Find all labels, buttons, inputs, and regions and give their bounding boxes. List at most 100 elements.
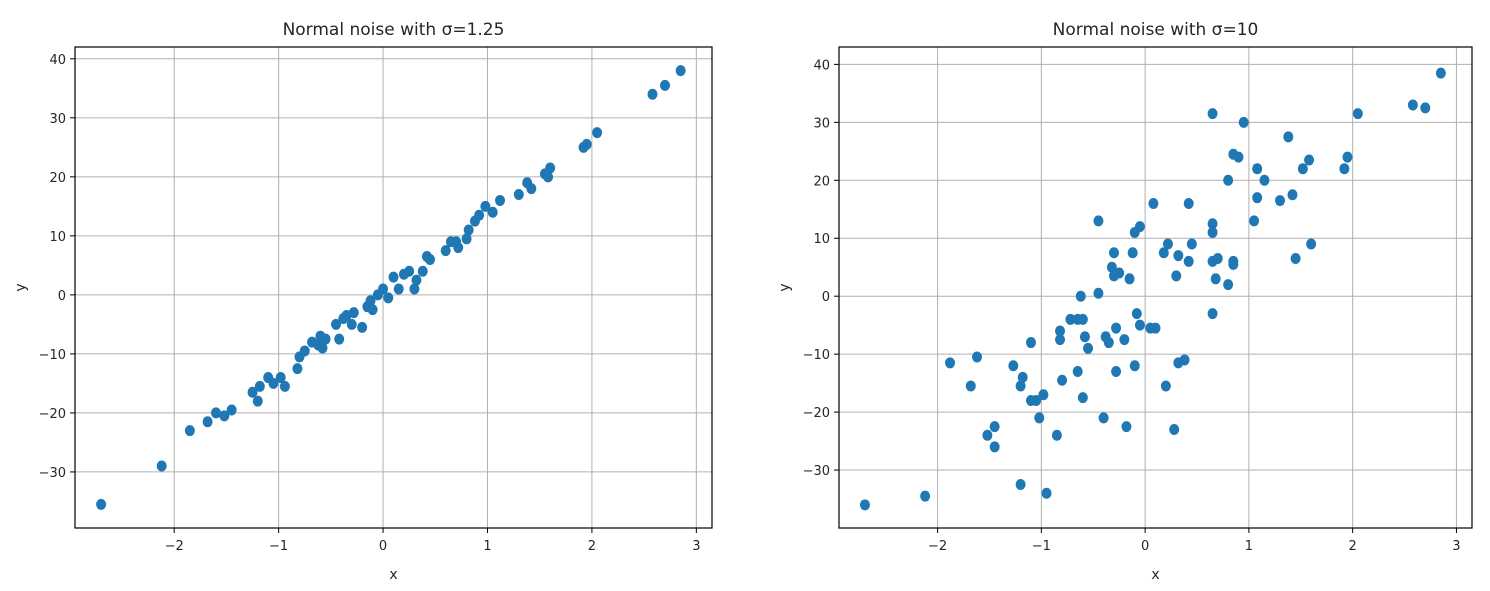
scatter-point	[1183, 197, 1194, 209]
scatter-point	[513, 189, 524, 201]
scatter-point	[1186, 238, 1197, 250]
scatter-point	[1127, 247, 1138, 259]
scatter-point	[487, 206, 498, 218]
scatter-point	[1287, 189, 1298, 201]
scatter-point	[254, 380, 265, 392]
scatter-point	[1207, 226, 1218, 238]
scatter-point	[1111, 322, 1122, 334]
scatter-point	[1015, 479, 1026, 491]
scatter-point	[1207, 108, 1218, 120]
scatter-point	[1420, 102, 1431, 114]
scatter-point	[378, 283, 389, 295]
scatter-point	[346, 318, 357, 330]
y-axis-label: y	[777, 283, 793, 291]
scatter-point	[279, 380, 290, 392]
x-tick-label: 0	[379, 539, 387, 554]
scatter-point	[1008, 360, 1019, 372]
scatter-point	[1223, 279, 1234, 291]
scatter-point	[409, 283, 420, 295]
scatter-point	[1207, 218, 1218, 230]
scatter-point	[1134, 221, 1145, 233]
y-axis-label: y	[13, 283, 29, 291]
scatter-point	[96, 498, 107, 510]
y-tick-label: 20	[49, 171, 66, 186]
scatter-point	[1304, 154, 1315, 166]
scatter-point	[1275, 195, 1286, 207]
scatter-point	[417, 265, 428, 277]
scatter-point	[1106, 261, 1117, 273]
scatter-point	[982, 429, 993, 441]
scatter-point	[1162, 238, 1173, 250]
y-tick-label: 30	[813, 116, 830, 131]
scatter-point	[320, 333, 331, 345]
y-tick-label: 0	[58, 289, 66, 304]
scatter-point	[495, 194, 506, 206]
scatter-point	[1249, 215, 1260, 227]
x-tick-label: −1	[269, 539, 288, 554]
scatter-point	[388, 271, 399, 283]
scatter-point	[367, 304, 378, 316]
y-tick-label: −30	[39, 466, 66, 481]
scatter-point	[1111, 366, 1122, 378]
scatter-point	[1158, 247, 1169, 259]
scatter-point	[461, 233, 472, 245]
scatter-point	[1057, 374, 1068, 386]
scatter-point	[1150, 322, 1161, 334]
scatter-point	[660, 79, 671, 91]
scatter-point	[383, 292, 394, 304]
scatter-point	[1038, 389, 1049, 401]
scatter-point	[581, 138, 592, 150]
scatter-point	[1223, 174, 1234, 186]
scatter-point	[1352, 108, 1363, 120]
x-tick-label: 2	[588, 539, 596, 554]
scatter-point	[202, 416, 213, 428]
scatter-point	[1017, 371, 1028, 383]
scatter-point	[425, 253, 436, 265]
scatter-point	[1339, 163, 1350, 175]
scatter-point	[453, 242, 464, 254]
scatter-point	[1098, 412, 1109, 424]
y-tick-label: −30	[803, 464, 830, 479]
scatter-point	[1171, 270, 1182, 282]
scatter-point	[365, 295, 376, 307]
scatter-point	[1075, 290, 1086, 302]
scatter-point	[1283, 131, 1294, 143]
scatter-point	[1183, 255, 1194, 267]
chart-title: Normal noise with σ=10	[1053, 20, 1259, 40]
scatter-point	[393, 283, 404, 295]
scatter-point	[647, 88, 658, 100]
scatter-point	[1093, 215, 1104, 227]
y-tick-label: −20	[39, 407, 66, 422]
scatter-point	[247, 386, 258, 398]
scatter-point	[1210, 273, 1221, 285]
scatter-point	[1103, 337, 1114, 349]
scatter-point	[545, 162, 556, 174]
y-tick-label: −20	[803, 406, 830, 421]
scatter-point	[1051, 429, 1062, 441]
scatter-point	[1160, 380, 1171, 392]
scatter-point	[1119, 334, 1130, 346]
scatter-point	[543, 171, 554, 183]
scatter-point	[1065, 313, 1076, 325]
scatter-point	[1034, 412, 1045, 424]
scatter-point	[1134, 319, 1145, 331]
scatter-point	[463, 224, 474, 236]
x-tick-label: −2	[165, 539, 184, 554]
scatter-point	[945, 357, 956, 369]
scatter-point	[1228, 255, 1239, 267]
scatter-point	[299, 345, 310, 357]
scatter-point	[989, 441, 1000, 453]
scatter-point	[268, 377, 279, 389]
scatter-point	[1083, 342, 1094, 354]
scatter-point	[348, 307, 359, 319]
x-tick-label: −1	[1032, 539, 1051, 554]
scatter-point	[920, 490, 931, 502]
scatter-point	[404, 265, 415, 277]
y-tick-label: 40	[813, 58, 830, 73]
scatter-point	[357, 321, 368, 333]
scatter-point	[317, 342, 328, 354]
scatter-point	[1129, 360, 1140, 372]
scatter-point	[1212, 253, 1223, 265]
